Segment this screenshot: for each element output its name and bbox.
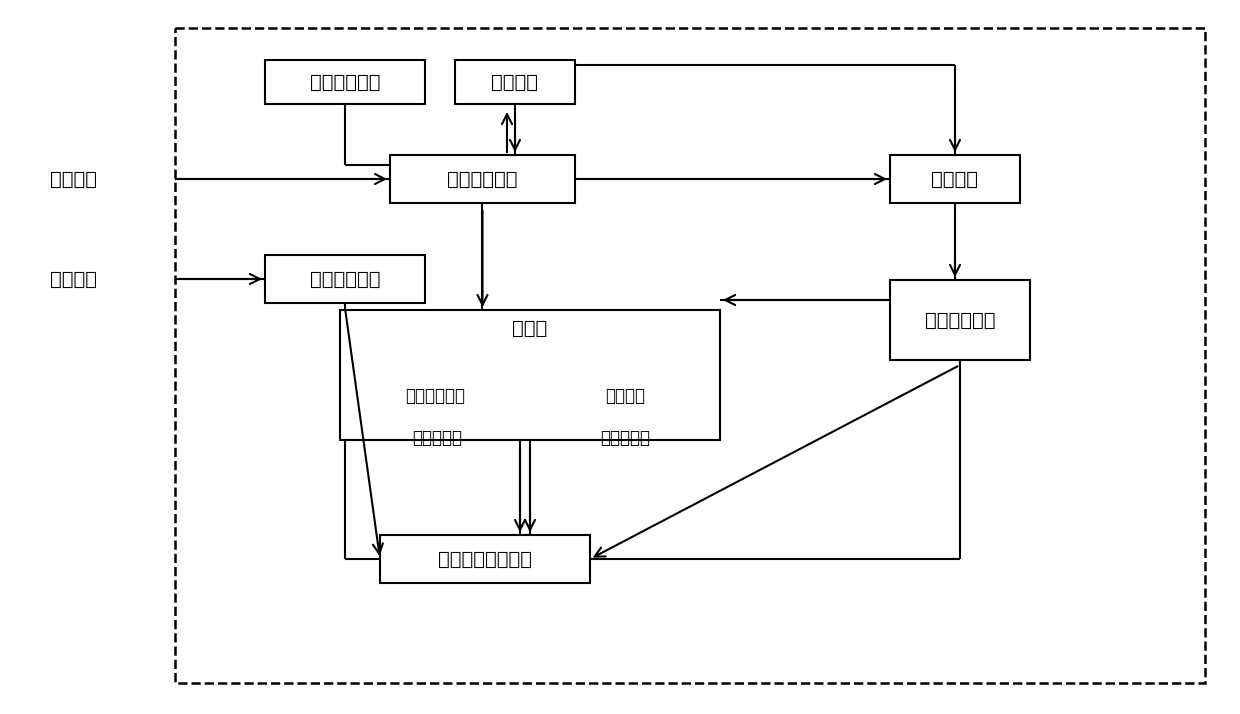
Text: 控制电路模块: 控制电路模块 [925, 311, 996, 329]
Bar [455, 60, 575, 104]
Text: 预充电接触器: 预充电接触器 [405, 387, 465, 405]
Text: 线路接触器: 线路接触器 [412, 429, 463, 447]
Bar [890, 155, 1021, 203]
Text: 交流电源: 交流电源 [50, 269, 97, 288]
Text: 均衡电路模块: 均衡电路模块 [310, 73, 381, 91]
Text: 功率电路模块: 功率电路模块 [448, 169, 518, 188]
Text: 采样模块: 采样模块 [931, 169, 978, 188]
Bar [890, 280, 1030, 360]
Bar [265, 255, 425, 303]
Bar [340, 310, 720, 440]
Bar [175, 28, 1205, 683]
Text: 储能模块: 储能模块 [491, 73, 538, 91]
Bar [391, 155, 575, 203]
Text: 辅助电源模块: 辅助电源模块 [310, 269, 381, 288]
Text: 隔离开关: 隔离开关 [605, 387, 645, 405]
Bar [379, 535, 590, 583]
Text: 断路器: 断路器 [512, 318, 548, 338]
Text: 放电接触器: 放电接触器 [600, 429, 650, 447]
Text: 直流电网: 直流电网 [50, 169, 97, 188]
Text: 线路开关控制模块: 线路开关控制模块 [438, 550, 532, 568]
Bar [265, 60, 425, 104]
